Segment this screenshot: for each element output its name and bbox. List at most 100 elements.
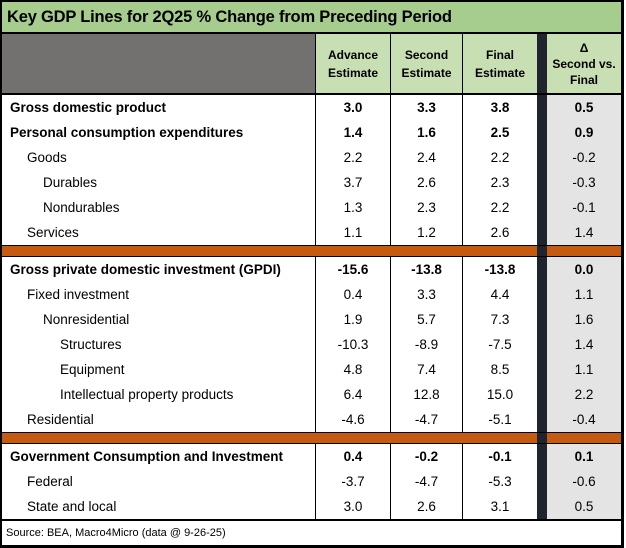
separator-bar bbox=[537, 282, 547, 307]
delta-value: 1.1 bbox=[547, 282, 621, 307]
delta-value: 2.2 bbox=[547, 382, 621, 407]
header-cell-delta-second-vs-final: Δ Second vs. Final bbox=[547, 34, 621, 95]
advance-value: 1.9 bbox=[315, 307, 390, 332]
row-label: Nondurables bbox=[2, 195, 315, 220]
header-cell-second-estimate: Second Estimate bbox=[390, 34, 462, 95]
second-value: -0.2 bbox=[390, 444, 462, 469]
row-label: Personal consumption expenditures bbox=[2, 120, 315, 145]
separator-bar bbox=[537, 432, 547, 444]
final-value: -0.1 bbox=[462, 444, 537, 469]
second-value: 3.3 bbox=[390, 282, 462, 307]
final-value: 2.2 bbox=[462, 195, 537, 220]
advance-value: -4.6 bbox=[315, 407, 390, 432]
separator-bar bbox=[537, 170, 547, 195]
second-value: -13.8 bbox=[390, 257, 462, 282]
second-value: 5.7 bbox=[390, 307, 462, 332]
delta-value: -0.2 bbox=[547, 145, 621, 170]
final-value: 3.1 bbox=[462, 494, 537, 519]
row-label: Goods bbox=[2, 145, 315, 170]
final-value: 8.5 bbox=[462, 357, 537, 382]
second-value: 1.2 bbox=[390, 220, 462, 245]
header-corner-cell bbox=[2, 34, 315, 95]
source-note: Source: BEA, Macro4Micro (data @ 9-26-25… bbox=[2, 519, 621, 545]
separator-bar bbox=[537, 307, 547, 332]
second-value: -8.9 bbox=[390, 332, 462, 357]
row-label: Services bbox=[2, 220, 315, 245]
second-value: -4.7 bbox=[390, 469, 462, 494]
separator-bar bbox=[537, 494, 547, 519]
header-label-line: Final bbox=[569, 73, 598, 88]
separator-bar bbox=[537, 444, 547, 469]
row-label: Intellectual property products bbox=[2, 382, 315, 407]
delta-value: 0.5 bbox=[547, 95, 621, 120]
header-cell-final-estimate: Final Estimate bbox=[462, 34, 537, 95]
second-value: 3.3 bbox=[390, 95, 462, 120]
delta-value: 0.5 bbox=[547, 494, 621, 519]
final-value: -13.8 bbox=[462, 257, 537, 282]
final-value: 3.8 bbox=[462, 95, 537, 120]
advance-value: -3.7 bbox=[315, 469, 390, 494]
final-value: 2.3 bbox=[462, 170, 537, 195]
separator-bar bbox=[537, 95, 547, 120]
table-title: Key GDP Lines for 2Q25 % Change from Pre… bbox=[2, 2, 621, 34]
row-label: Nonresidential bbox=[2, 307, 315, 332]
header-label-line: Final bbox=[485, 47, 514, 62]
header-label-line: Second vs. bbox=[552, 56, 616, 71]
delta-value: -0.6 bbox=[547, 469, 621, 494]
final-value: -5.3 bbox=[462, 469, 537, 494]
second-value: 2.6 bbox=[390, 494, 462, 519]
advance-value: 1.3 bbox=[315, 195, 390, 220]
row-label: Government Consumption and Investment bbox=[2, 444, 315, 469]
separator-bar bbox=[537, 332, 547, 357]
row-label: State and local bbox=[2, 494, 315, 519]
separator-bar bbox=[537, 145, 547, 170]
header-label-line: Second bbox=[404, 47, 449, 62]
delta-value: -0.1 bbox=[547, 195, 621, 220]
final-value: 2.5 bbox=[462, 120, 537, 145]
separator-bar bbox=[537, 195, 547, 220]
section-divider bbox=[547, 432, 621, 444]
separator-bar bbox=[537, 120, 547, 145]
second-value: 7.4 bbox=[390, 357, 462, 382]
advance-value: 3.0 bbox=[315, 494, 390, 519]
advance-value: -15.6 bbox=[315, 257, 390, 282]
separator-bar bbox=[537, 469, 547, 494]
table-grid: Advance Estimate Second Estimate Final E… bbox=[2, 34, 621, 519]
delta-value: 0.0 bbox=[547, 257, 621, 282]
header-label-line: Estimate bbox=[474, 65, 526, 80]
final-value: -5.1 bbox=[462, 407, 537, 432]
delta-value: -0.4 bbox=[547, 407, 621, 432]
advance-value: 4.8 bbox=[315, 357, 390, 382]
second-value: 12.8 bbox=[390, 382, 462, 407]
header-cell-advance-estimate: Advance Estimate bbox=[315, 34, 390, 95]
advance-value: 0.4 bbox=[315, 444, 390, 469]
advance-value: 1.1 bbox=[315, 220, 390, 245]
second-value: 2.3 bbox=[390, 195, 462, 220]
row-label: Federal bbox=[2, 469, 315, 494]
header-label-line: Advance bbox=[327, 47, 379, 62]
final-value: -7.5 bbox=[462, 332, 537, 357]
final-value: 2.2 bbox=[462, 145, 537, 170]
row-label: Durables bbox=[2, 170, 315, 195]
advance-value: 1.4 bbox=[315, 120, 390, 145]
delta-value: -0.3 bbox=[547, 170, 621, 195]
second-value: 1.6 bbox=[390, 120, 462, 145]
section-divider bbox=[2, 245, 537, 257]
header-separator-bar bbox=[537, 34, 547, 95]
delta-value: 0.9 bbox=[547, 120, 621, 145]
delta-value: 1.4 bbox=[547, 332, 621, 357]
section-divider bbox=[2, 432, 537, 444]
advance-value: 0.4 bbox=[315, 282, 390, 307]
final-value: 7.3 bbox=[462, 307, 537, 332]
final-value: 4.4 bbox=[462, 282, 537, 307]
header-label-line: Estimate bbox=[401, 65, 452, 80]
separator-bar bbox=[537, 220, 547, 245]
delta-icon: Δ bbox=[579, 40, 589, 55]
advance-value: 2.2 bbox=[315, 145, 390, 170]
row-label: Fixed investment bbox=[2, 282, 315, 307]
separator-bar bbox=[537, 407, 547, 432]
row-label: Equipment bbox=[2, 357, 315, 382]
second-value: 2.6 bbox=[390, 170, 462, 195]
header-label-line: Estimate bbox=[327, 65, 379, 80]
